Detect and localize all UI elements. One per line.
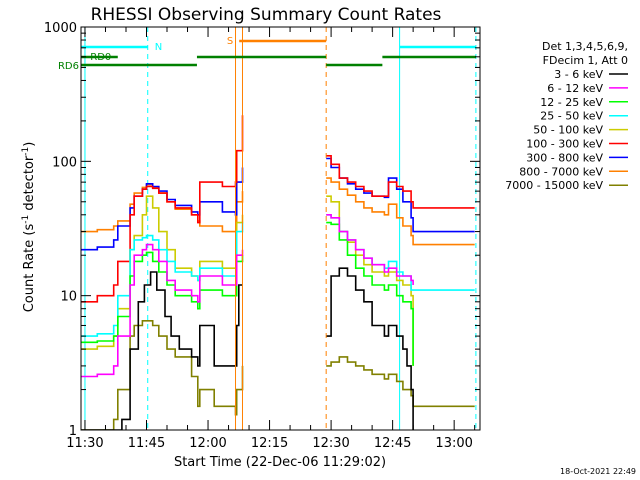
legend-label-6-12-kev: 6 - 12 keV (547, 82, 603, 95)
legend-label-3-6-kev: 3 - 6 keV (554, 68, 603, 81)
series-line-100-300-kev-seg1 (81, 115, 244, 303)
x-tick-label-0: 11:30 (66, 436, 103, 451)
y-tick-label-3: 1000 (44, 21, 77, 36)
x-tick-label-1: 11:45 (128, 436, 165, 451)
x-tick-label-5: 12:45 (374, 436, 411, 451)
flag-label-n: N (155, 42, 162, 53)
legend-title-2: FDecim 1, Att 0 (543, 54, 628, 67)
y-axis-label: Count Rate (s-1 detector-1) (21, 142, 37, 313)
series-line-3-6-kev-seg2 (326, 267, 414, 430)
series-line-100-300-kev-seg2 (326, 155, 475, 209)
legend-label-25-50-kev: 25 - 50 keV (540, 110, 603, 123)
legend-label-50-100-kev: 50 - 100 keV (533, 124, 603, 137)
series-line-25-50-kev-seg1 (81, 222, 244, 337)
x-axis-label: Start Time (22-Dec-06 11:29:02) (174, 455, 386, 470)
x-tick-label-6: 13:00 (435, 436, 472, 451)
x-tick-label-2: 12:00 (189, 436, 226, 451)
series-line-3-6-kev-seg1 (81, 271, 243, 430)
series-line-12-25-kev-seg2 (326, 221, 414, 366)
y-tick-label-0: 1 (69, 424, 77, 439)
chart-title: RHESSI Observing Summary Count Rates (91, 5, 442, 25)
series-line-7000-15000-kev-seg2 (326, 356, 475, 408)
series-line-6-12-kev-seg2 (326, 214, 414, 285)
series-line-6-12-kev-seg1 (81, 243, 244, 378)
legend-label-300-800-kev: 300 - 800 keV (526, 151, 603, 164)
y-tick-label-1: 10 (60, 290, 77, 305)
series-line-800-7000-kev-seg2 (326, 177, 475, 246)
flag-label-s: S (227, 36, 233, 47)
y-tick-label-2: 100 (52, 155, 77, 170)
flag-label-rd6: RD6 (58, 61, 79, 72)
legend: Det 1,3,4,5,6,9, FDecim 1, Att 0 3 - 6 k… (505, 40, 628, 192)
plot-frame (80, 26, 481, 431)
legend-label-12-25-kev: 12 - 25 keV (540, 96, 603, 109)
legend-title-1: Det 1,3,4,5,6,9, (542, 40, 628, 53)
footer-timestamp: 18-Oct-2021 22:49 (560, 467, 636, 476)
x-tick-label-4: 12:30 (312, 436, 349, 451)
flag-label-rd0: RD0 (90, 52, 111, 63)
x-tick-label-3: 12:15 (251, 436, 288, 451)
legend-label-100-300-kev: 100 - 300 keV (526, 138, 603, 151)
series-line-12-25-kev-seg1 (81, 251, 244, 344)
legend-label-800-7000-kev: 800 - 7000 keV (519, 165, 603, 178)
series-line-7000-15000-kev-seg1 (81, 320, 244, 430)
legend-label-7000-15000-kev: 7000 - 15000 keV (505, 179, 603, 192)
